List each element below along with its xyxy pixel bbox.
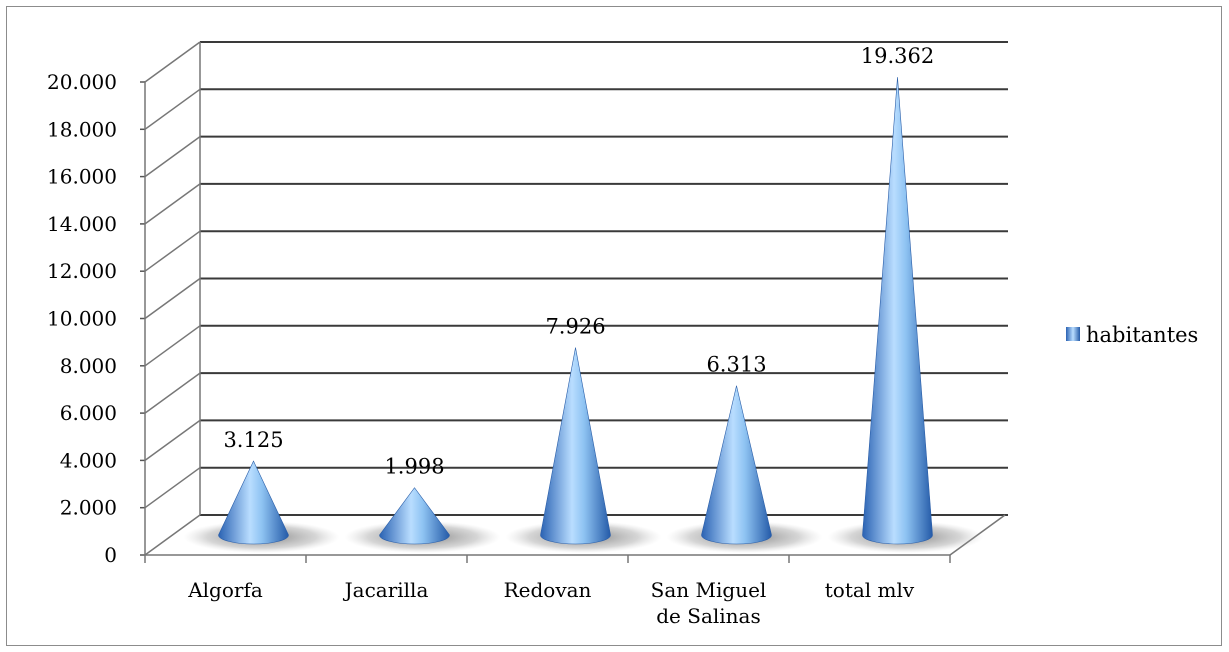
legend-swatch xyxy=(1066,327,1080,341)
side-gridline xyxy=(144,41,201,83)
axes-layer: 0 2.000 4.000 6.000 8.000 10.000 12.000 14.000 1… xyxy=(47,41,1008,567)
y-tick-label: 20.000 xyxy=(47,70,117,94)
x-tick-label: San Miguel xyxy=(651,578,767,602)
side-gridline xyxy=(144,419,201,462)
cones-layer xyxy=(183,77,984,553)
y-tick-label: 8.000 xyxy=(60,354,117,378)
side-gridline xyxy=(144,88,201,130)
y-tick-label: 12.000 xyxy=(47,259,117,283)
y-tick-label: 10.000 xyxy=(47,307,117,331)
side-gridline xyxy=(144,514,201,556)
y-tick-label: 2.000 xyxy=(60,496,117,520)
cone-bar xyxy=(218,460,289,545)
data-label: 19.362 xyxy=(861,44,934,68)
x-tick-label: total mlv xyxy=(825,578,915,602)
side-gridline xyxy=(144,183,201,225)
x-tick-label: de Salinas xyxy=(656,604,760,628)
y-tick-label: 4.000 xyxy=(60,448,117,472)
cone-bar xyxy=(379,487,450,545)
y-tick-label: 6.000 xyxy=(60,401,117,425)
x-tick-label: Algorfa xyxy=(187,578,263,602)
y-tick-label: 0 xyxy=(104,543,117,567)
data-label: 6.313 xyxy=(706,353,766,377)
legend-label: habitantes xyxy=(1086,323,1198,347)
side-gridline xyxy=(144,325,201,367)
legend: habitantes xyxy=(1066,323,1198,347)
x-tick-label: Jacarilla xyxy=(343,578,429,602)
side-gridline xyxy=(144,277,201,320)
y-tick-label: 14.000 xyxy=(47,212,117,236)
side-gridline xyxy=(144,467,201,509)
y-tick-label: 18.000 xyxy=(47,117,117,141)
side-gridline xyxy=(144,135,201,178)
cone-bar xyxy=(540,347,611,545)
y-tick-label: 16.000 xyxy=(47,165,117,189)
cone-bar xyxy=(862,77,933,545)
side-gridline xyxy=(144,230,201,272)
data-label: 3.125 xyxy=(223,428,283,452)
x-tick-label: Redovan xyxy=(504,578,592,602)
data-label: 1.998 xyxy=(384,455,444,479)
side-gridline xyxy=(144,372,201,414)
data-label: 7.926 xyxy=(545,315,605,339)
cone-bar xyxy=(701,385,772,545)
